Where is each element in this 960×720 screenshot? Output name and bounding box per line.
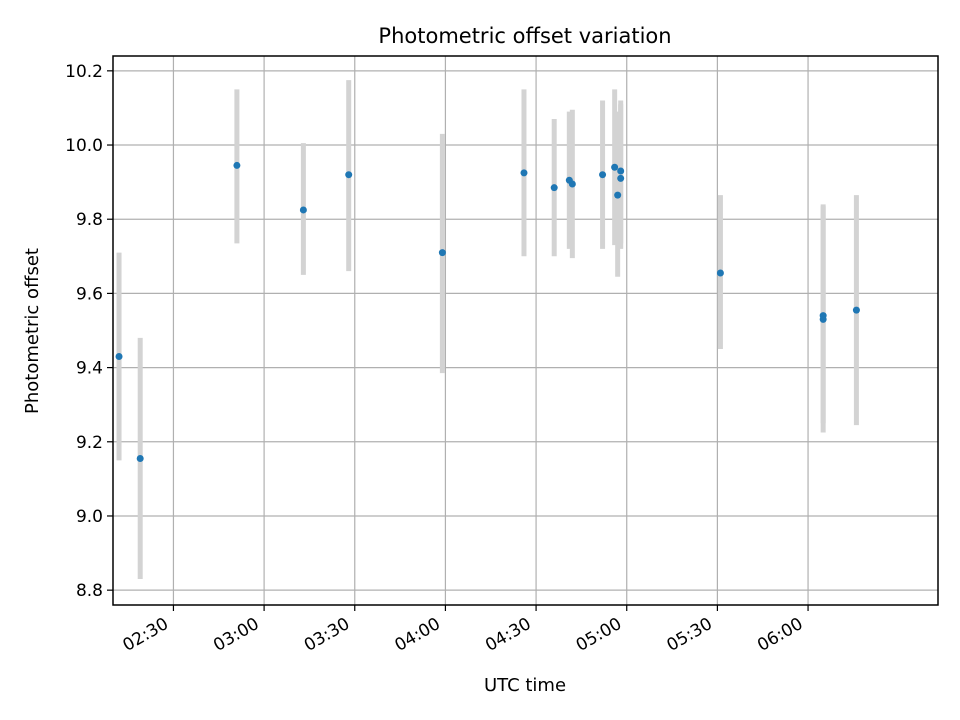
data-point: [614, 191, 622, 199]
data-point: [299, 206, 307, 214]
point-layer: [115, 161, 860, 462]
data-point: [611, 163, 619, 171]
chart-title: Photometric offset variation: [378, 24, 671, 48]
plot-frame: [112, 55, 939, 606]
data-point: [115, 352, 123, 360]
data-point: [819, 315, 827, 323]
y-tick-label: 10.0: [65, 136, 103, 156]
data-point: [568, 180, 576, 188]
y-tick-label: 9.4: [76, 359, 103, 379]
data-point: [136, 454, 144, 462]
data-point: [233, 161, 241, 169]
data-point: [599, 171, 607, 179]
y-tick-label: 9.8: [76, 210, 103, 230]
data-point: [716, 269, 724, 277]
y-tick-label: 9.6: [76, 284, 103, 304]
data-point: [520, 169, 528, 177]
data-point: [438, 249, 446, 257]
y-tick-label: 9.0: [76, 507, 103, 527]
y-axis-label: Photometric offset: [22, 248, 43, 414]
y-tick-label: 9.2: [76, 433, 103, 453]
data-point: [345, 171, 353, 179]
y-tick-label: 8.8: [76, 581, 103, 601]
y-tick-label: 10.2: [65, 62, 103, 82]
data-point: [617, 167, 625, 175]
data-point: [617, 174, 625, 182]
data-point: [852, 306, 860, 314]
data-point: [550, 184, 558, 192]
x-axis-label: UTC time: [484, 675, 566, 696]
